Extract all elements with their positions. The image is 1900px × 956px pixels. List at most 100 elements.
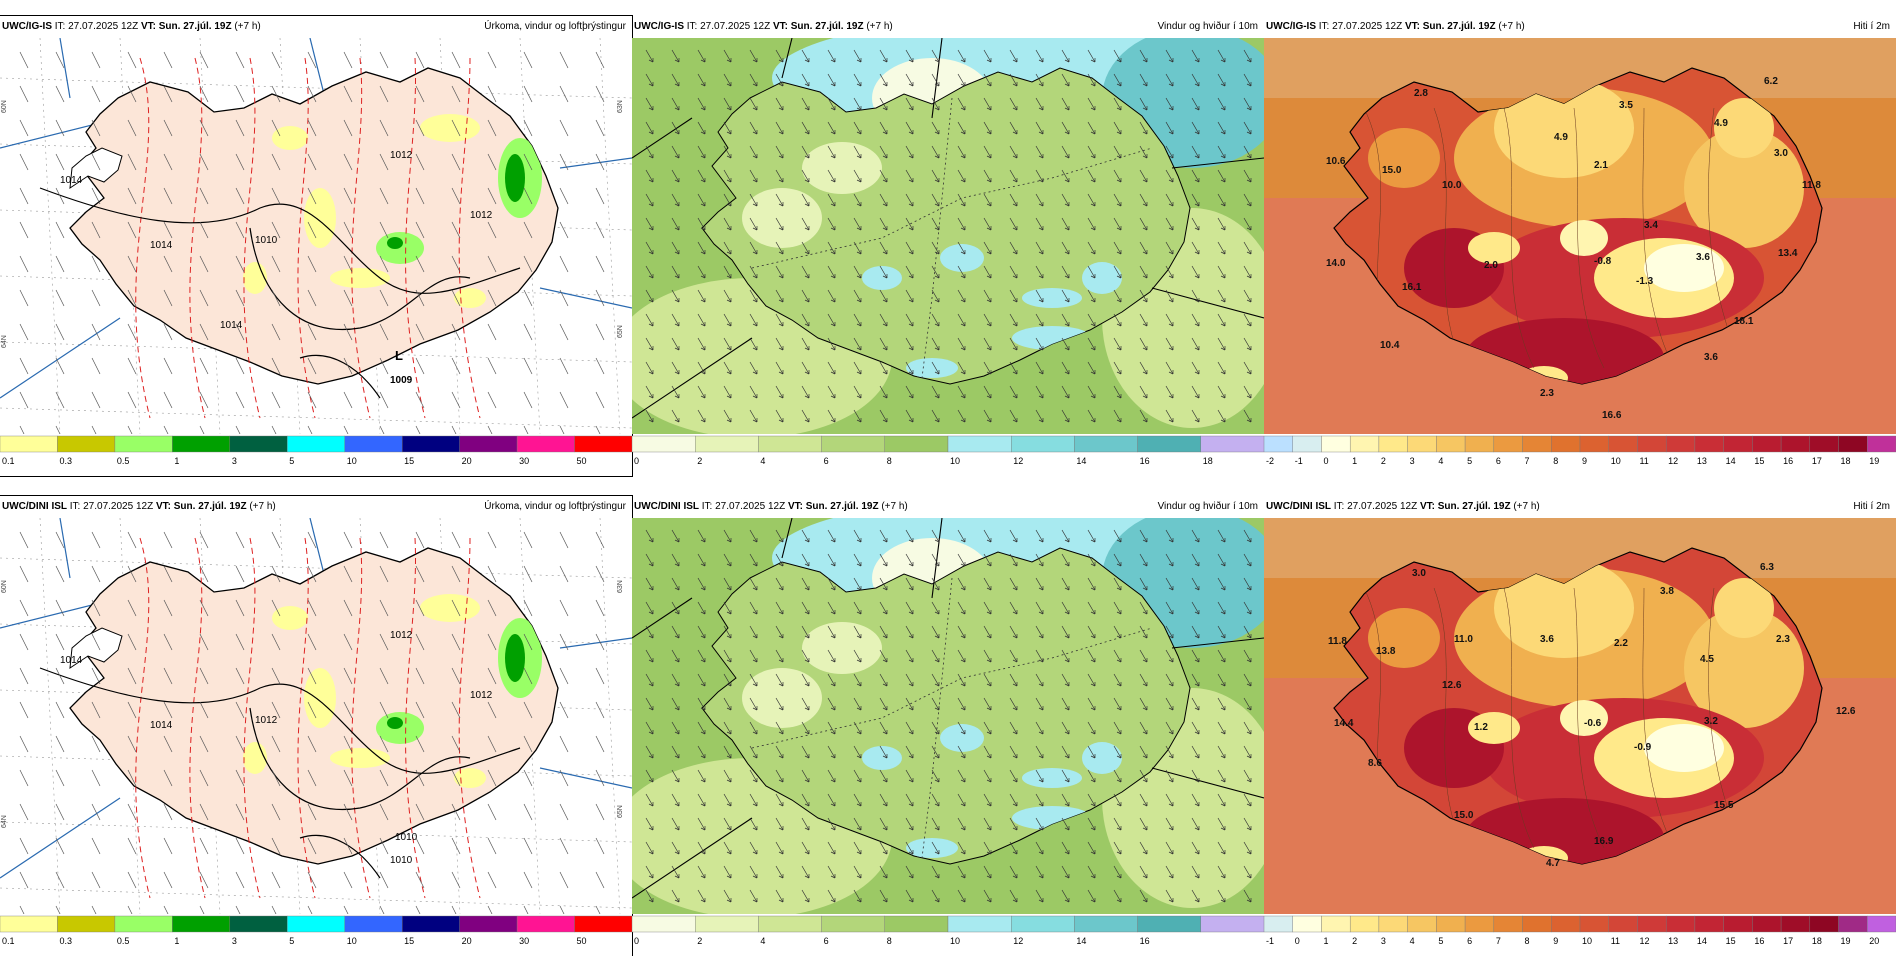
scale-swatch (1810, 436, 1839, 452)
scale-swatch (1350, 436, 1379, 452)
panel-header: UWC/DINI ISL IT: 27.07.2025 12Z VT: Sun.… (0, 496, 632, 518)
scale-swatch (402, 436, 459, 452)
scale-tick-label: 15 (1726, 936, 1736, 946)
scale-swatch (1551, 436, 1580, 452)
scale-swatch (1551, 916, 1580, 932)
scale-tick-label: 2 (1352, 936, 1357, 946)
precip-area (376, 232, 424, 264)
valid-time-label: VT: (773, 21, 788, 32)
scale-tick-label: 10 (347, 936, 357, 946)
map-label: L (395, 348, 403, 363)
scale-swatch (402, 916, 459, 932)
scale-tick-label: 12 (1013, 456, 1023, 466)
scale-swatch (230, 436, 287, 452)
scale-tick-label: 13 (1668, 936, 1678, 946)
scale-tick-label: 14 (1726, 456, 1736, 466)
precip-area (505, 634, 525, 682)
scale-swatch (1350, 916, 1379, 932)
scale-swatch (1781, 436, 1810, 452)
scale-tick-label: 10 (1611, 456, 1621, 466)
scale-swatch (172, 436, 229, 452)
precip-area (243, 262, 267, 294)
temperature-label: 13.8 (1376, 646, 1396, 657)
scale-swatch (632, 916, 695, 932)
map-label: 1010 (390, 855, 413, 866)
init-time: IT: 27.07.2025 12Z (687, 21, 770, 32)
precip-map[interactable]: 1014101210101009L10141012101460N64N63N65… (0, 38, 632, 434)
color-scale: 0 2 4 6 8 10 12 14 16 18 (632, 434, 1264, 468)
valid-time: Sun. 27.júl. 19Z (174, 501, 247, 512)
scale-tick-label: -2 (1266, 456, 1274, 466)
scale-tick-label: 18 (1812, 936, 1822, 946)
scale-tick-label: 50 (577, 456, 587, 466)
model-name: UWC/DINI ISL (1266, 501, 1331, 512)
temperature-label: 18.1 (1734, 316, 1754, 327)
scale-tick-label: 0.5 (117, 456, 130, 466)
temperature-area (1644, 244, 1724, 292)
temperature-label: 14.4 (1334, 718, 1354, 729)
precip-area (420, 114, 480, 142)
scale-swatch (1408, 436, 1437, 452)
grid-label: 65N (617, 805, 624, 818)
scale-swatch (1465, 436, 1494, 452)
precip-area (454, 288, 486, 308)
scale-tick-label: 4 (1410, 936, 1415, 946)
map-label: 1009 (390, 375, 413, 386)
low-wind-area (802, 622, 882, 674)
grid-label: 63N (617, 580, 624, 593)
wind-map[interactable] (632, 518, 1264, 914)
scale-swatch (1321, 916, 1350, 932)
scale-swatch (1695, 916, 1724, 932)
scale-swatch (1867, 916, 1896, 932)
high-wind-area (1022, 288, 1082, 308)
temperature-map[interactable]: 3.06.33.811.8 11.0 3.6 2.24.52.313.812.614.… (1264, 518, 1896, 914)
map-label: 1014 (60, 175, 83, 186)
scale-swatch (1011, 436, 1074, 452)
scale-tick-label: 7 (1525, 456, 1530, 466)
scale-swatch (1810, 916, 1839, 932)
scale-tick-label: 14 (1076, 936, 1086, 946)
init-time: IT: 27.07.2025 12Z (1319, 21, 1402, 32)
color-scale: 0 2 4 6 8 10 12 14 16 (632, 914, 1264, 948)
temperature-label: 3.6 (1696, 252, 1710, 263)
scale-tick-label: 16 (1140, 456, 1150, 466)
scale-swatch (1839, 436, 1868, 452)
init-time: IT: 27.07.2025 12Z (702, 501, 785, 512)
map-label: 1010 (255, 235, 278, 246)
panel-dini-wind: UWC/DINI ISL IT: 27.07.2025 12Z VT: Sun.… (632, 496, 1264, 956)
temperature-map[interactable]: 2.86.23.54.94.910.615.03.02.110.0 11.83.4… (1264, 38, 1896, 434)
scale-tick-label: 6 (824, 456, 829, 466)
scale-tick-label: 18 (1841, 456, 1851, 466)
temperature-label: 3.5 (1619, 100, 1633, 111)
temperature-label: -0.6 (1584, 718, 1602, 729)
temperature-label: -1.3 (1636, 276, 1654, 287)
scale-swatch (1494, 916, 1523, 932)
scale-swatch (822, 436, 885, 452)
precip-area (304, 668, 336, 728)
map-label: 1014 (150, 720, 173, 731)
lead-time: (+7 h) (249, 501, 275, 512)
scale-swatch (885, 436, 948, 452)
temperature-label: 3.0 (1412, 568, 1426, 579)
scale-tick-label: 10 (950, 936, 960, 946)
scale-tick-label: 3 (232, 456, 237, 466)
scale-tick-label: 4 (760, 936, 765, 946)
scale-tick-label: 0.1 (2, 936, 15, 946)
valid-time-label: VT: (141, 21, 156, 32)
scale-swatch (885, 916, 948, 932)
scale-swatch (1695, 436, 1724, 452)
valid-time-label: VT: (156, 501, 171, 512)
temperature-label: 3.6 (1540, 634, 1554, 645)
scale-swatch (1379, 436, 1408, 452)
wind-map[interactable] (632, 38, 1264, 434)
scale-swatch (1011, 916, 1074, 932)
scale-swatch (287, 436, 344, 452)
scale-tick-label: 30 (519, 936, 529, 946)
scale-swatch (1321, 436, 1350, 452)
scale-tick-label: 0 (1295, 936, 1300, 946)
temperature-label: 16.1 (1402, 282, 1422, 293)
scale-swatch (1580, 436, 1609, 452)
scale-tick-label: -1 (1295, 456, 1303, 466)
scale-swatch (517, 916, 574, 932)
